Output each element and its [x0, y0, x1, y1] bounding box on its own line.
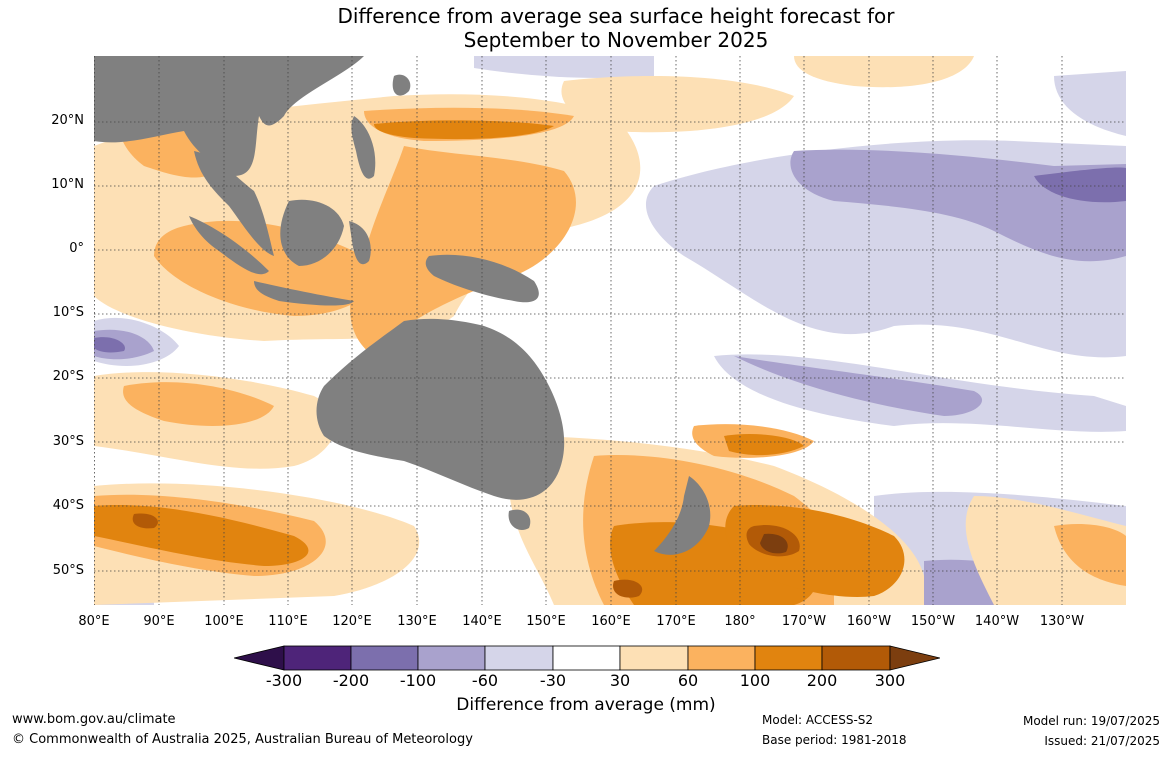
colorbar-tick: 60: [677, 671, 699, 690]
new-zealand-landmass: [654, 476, 711, 555]
new-guinea-landmass: [425, 254, 539, 303]
colorbar-swatch-9: [821, 645, 891, 671]
colorbar-tick: -300: [265, 671, 303, 690]
lon-label-100e: 100°E: [204, 614, 244, 629]
lat-label-50s: 50°S: [52, 563, 84, 578]
lon-label-120e: 120°E: [332, 614, 372, 629]
colorbar-swatch-7: [687, 645, 756, 671]
lon-label-110e: 110°E: [268, 614, 308, 629]
model-run-date: Model run: 19/07/2025: [1022, 714, 1160, 728]
colorbar: [234, 645, 940, 671]
borneo-landmass: [280, 199, 344, 266]
tasmania-landmass: [508, 509, 531, 531]
colorbar-tick: -100: [399, 671, 437, 690]
lat-label-0: 0°: [69, 241, 84, 256]
graticule: [94, 56, 1126, 605]
lat-label-10s: 10°S: [52, 305, 84, 320]
colorbar-swatch-2: [350, 645, 419, 671]
colorbar-arrow-high: [889, 645, 940, 671]
colorbar-label: Difference from average (mm): [456, 695, 716, 715]
colorbar-swatch-3: [417, 645, 486, 671]
lon-label-180: 180°: [724, 614, 756, 629]
lon-label-170e: 170°E: [656, 614, 696, 629]
issued-date: Issued: 21/07/2025: [1044, 734, 1160, 748]
colorbar-swatch-5: [552, 645, 621, 671]
lat-label-20s: 20°S: [52, 369, 84, 384]
title-line-1: Difference from average sea surface heig…: [337, 4, 895, 28]
lat-label-10n: 10°N: [51, 177, 84, 192]
lon-label-170w: 170°W: [781, 614, 827, 629]
colorbar-swatch-4: [484, 645, 554, 671]
sea-height-map: [94, 56, 1126, 605]
colorbar-swatch-8: [754, 645, 823, 671]
indochina-landmass: [194, 151, 274, 256]
map-title: Difference from average sea surface heig…: [0, 4, 1173, 52]
copyright-text: © Commonwealth of Australia 2025, Austra…: [12, 732, 473, 747]
colorbar-arrow-low: [234, 645, 285, 671]
lat-label-30s: 30°S: [52, 434, 84, 449]
lon-label-160w: 160°W: [846, 614, 892, 629]
title-line-2: September to November 2025: [463, 28, 769, 52]
colorbar-swatch-6: [619, 645, 689, 671]
lon-label-80e: 80°E: [78, 614, 110, 629]
colorbar-tick: -30: [539, 671, 567, 690]
japan-landmass: [392, 74, 411, 96]
lon-label-150e: 150°E: [526, 614, 566, 629]
colorbar-tick: 200: [806, 671, 838, 690]
lon-label-140w: 140°W: [974, 614, 1020, 629]
land-masses: [94, 56, 711, 555]
lon-label-130w: 130°W: [1039, 614, 1085, 629]
lon-label-150w: 150°W: [910, 614, 956, 629]
colorbar-tick: -200: [332, 671, 370, 690]
website-link[interactable]: www.bom.gov.au/climate: [12, 712, 176, 727]
sumatra-landmass: [189, 216, 269, 275]
colorbar-tick: -60: [471, 671, 499, 690]
base-period: Base period: 1981-2018: [762, 733, 907, 747]
lon-label-90e: 90°E: [143, 614, 175, 629]
asia-landmass: [94, 56, 364, 176]
colorbar-tick: 300: [874, 671, 906, 690]
colorbar-tick: 100: [739, 671, 771, 690]
philippines-landmass: [351, 116, 376, 179]
lon-label-130e: 130°E: [397, 614, 437, 629]
model-name: Model: ACCESS-S2: [762, 713, 874, 727]
sulawesi-landmass: [349, 221, 371, 265]
lat-label-40s: 40°S: [52, 498, 84, 513]
colorbar-swatch-1: [283, 645, 352, 671]
australia-landmass: [316, 318, 565, 500]
colorbar-tick: 30: [609, 671, 631, 690]
lon-label-160e: 160°E: [591, 614, 631, 629]
java-landmass: [254, 281, 354, 306]
lat-label-20n: 20°N: [51, 113, 84, 128]
lon-label-140e: 140°E: [462, 614, 502, 629]
